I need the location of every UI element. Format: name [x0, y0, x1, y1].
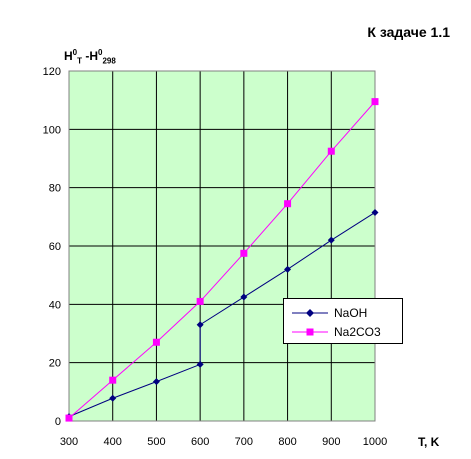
legend-swatch-naoh: [292, 309, 328, 317]
series-group: [65, 98, 379, 422]
x-tick-label: 900: [322, 436, 340, 448]
x-tick-label: 400: [104, 436, 122, 448]
data-point-na2co3: [109, 376, 117, 384]
data-point-na2co3: [65, 414, 73, 422]
y-tick-label: 100: [43, 124, 61, 136]
y-tick-label: 120: [43, 66, 61, 78]
data-point-naoh: [371, 208, 379, 216]
plot-border: [68, 70, 376, 422]
data-point-naoh: [109, 394, 117, 402]
y-tick-label: 60: [49, 241, 61, 253]
data-point-naoh: [196, 360, 204, 368]
chart-title: К задаче 1.1: [367, 24, 450, 40]
data-point-na2co3: [196, 297, 204, 305]
legend: NaOH Na2CO3: [283, 298, 403, 344]
data-point-naoh: [196, 321, 204, 329]
x-tick-label: 600: [191, 436, 209, 448]
legend-swatch-na2co3: [292, 328, 328, 336]
x-tick-label: 300: [60, 436, 78, 448]
data-point-naoh: [327, 236, 335, 244]
x-tick-label: 1000: [363, 436, 387, 448]
y-tick-label: 80: [49, 183, 61, 195]
legend-label-naoh: NaOH: [334, 306, 368, 320]
data-point-naoh: [284, 265, 292, 273]
series-line-na2co3: [68, 101, 376, 419]
data-point-na2co3: [152, 338, 160, 346]
x-tick-label: 800: [278, 436, 296, 448]
y-tick-label: 20: [49, 358, 61, 370]
data-point-na2co3: [327, 147, 335, 155]
data-point-naoh: [152, 378, 160, 386]
legend-item-naoh: NaOH: [290, 305, 367, 321]
axes: [68, 70, 376, 422]
data-point-na2co3: [284, 200, 292, 208]
data-point-na2co3: [240, 249, 248, 257]
y-tick-label: 40: [49, 299, 61, 311]
legend-label-na2co3: Na2CO3: [334, 325, 381, 339]
y-axis-label: H0T -H0298: [64, 48, 116, 66]
x-tick-label: 700: [235, 436, 253, 448]
x-axis-label: T, K: [418, 435, 440, 449]
y-tick-label: 0: [55, 416, 61, 428]
data-point-na2co3: [371, 98, 379, 106]
legend-item-na2co3: Na2CO3: [290, 324, 381, 340]
data-point-naoh: [240, 293, 248, 301]
x-tick-label: 500: [147, 436, 165, 448]
tick-labels: 300 400 500 600 700 800 900 1000 0 20 40 60 80 100 120: [43, 66, 388, 448]
